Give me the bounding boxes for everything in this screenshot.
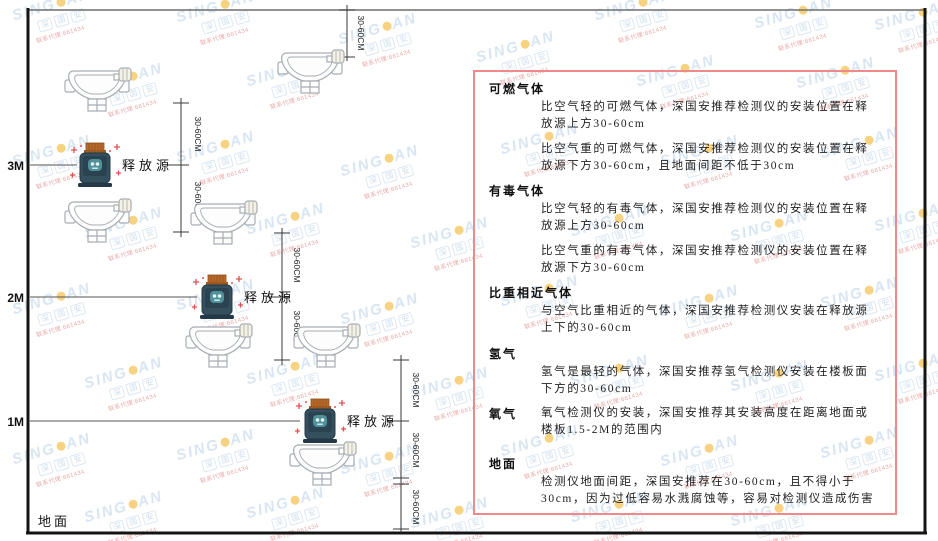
dimension-line-3m xyxy=(167,98,189,237)
release-source-label: 释放源 xyxy=(347,414,398,429)
section-similar-density-gas: 比重相近气体 与空气比重相近的气体，深国安推荐检测仪安装在释放源上下的30-60… xyxy=(489,284,881,338)
dimension-line-1m xyxy=(387,355,409,533)
dimension-line-2m xyxy=(268,228,290,365)
section-hydrogen: 氢气 氢气是最轻的气体，深国安推荐氢气检测仪安装在楼板面下方的30-60cm xyxy=(489,345,881,399)
gas-detector-icon xyxy=(277,49,345,94)
section-paragraph: 检测仪地面间距，深国安推荐在30-60cm，且不得小于30cm，因为过低容易水溅… xyxy=(541,475,875,505)
gas-detector-icon xyxy=(289,441,357,486)
section-paragraph: 氢气是最轻的气体，深国安推荐氢气检测仪安装在楼板面下方的30-60cm xyxy=(541,365,869,395)
release-source-label: 释放源 xyxy=(244,290,295,305)
dimension-label: 30-60CM xyxy=(193,117,203,152)
dimension-label: 30-60CM xyxy=(411,490,421,525)
dimension-label: 30-60CM xyxy=(356,16,366,51)
gas-detector-icon xyxy=(293,323,361,368)
release-source-label: 释放源 xyxy=(122,158,173,173)
ground-label: 地面 xyxy=(38,514,70,529)
dimension-label: 30-60CM xyxy=(193,182,203,217)
section-heading: 氧气 xyxy=(489,407,518,421)
info-panel: 可燃气体 比空气轻的可燃气体，深国安推荐检测仪的安装位置在释放源上方30-60c… xyxy=(473,70,897,515)
section-combustible-gas: 可燃气体 比空气轻的可燃气体，深国安推荐检测仪的安装位置在释放源上方30-60c… xyxy=(489,80,881,175)
section-paragraph: 氧气检测仪的安装，深国安推荐其安装高度在距离地面或楼板1.5-2M的范围内 xyxy=(541,407,869,437)
section-heading: 氢气 xyxy=(489,346,518,361)
section-paragraph: 比空气轻的有毒气体，深国安推荐检测仪的安装位置在释放源上方30-60cm xyxy=(541,203,869,233)
release-source-icon xyxy=(294,398,347,444)
height-axis-label-2m: 2M xyxy=(7,291,24,305)
section-toxic-gas: 有毒气体 比空气轻的有毒气体，深国安推荐检测仪的安装位置在释放源上方30-60c… xyxy=(489,182,881,277)
dimension-label: 30-60CM xyxy=(411,433,421,468)
section-heading: 比重相近气体 xyxy=(489,286,574,300)
gas-detector-icon xyxy=(64,67,132,112)
section-paragraph: 比空气重的有毒气体，深国安推荐检测仪的安装位置在释放源下方30-60cm xyxy=(541,244,869,274)
release-source-icon xyxy=(191,274,244,320)
section-paragraph: 比空气重的可燃气体，深国安推荐检测仪的安装位置在释放源下方30-60cm，且地面… xyxy=(541,142,869,172)
gas-detector-icon xyxy=(64,198,132,243)
gas-detector-icon xyxy=(185,323,253,368)
section-heading: 地面 xyxy=(489,456,518,471)
dimension-label: 30-60CM xyxy=(292,311,302,346)
dimension-label: 30-60CM xyxy=(411,373,421,408)
gas-detector-icon xyxy=(190,200,258,245)
section-oxygen: 氧气 氧气检测仪的安装，深国安推荐其安装高度在距离地面或楼板1.5-2M的范围内 xyxy=(489,405,881,447)
height-axis-label-3m: 3M xyxy=(7,159,24,173)
section-ground: 地面 检测仪地面间距，深国安推荐在30-60cm，且不得小于30cm，因为过低容… xyxy=(489,455,881,509)
section-paragraph: 与空气比重相近的气体，深国安推荐检测仪安装在释放源上下的30-60cm xyxy=(541,305,869,335)
section-paragraph: 比空气轻的可燃气体，深国安推荐检测仪的安装位置在释放源上方30-60cm xyxy=(541,101,869,131)
section-heading: 可燃气体 xyxy=(489,82,546,96)
height-axis-label-1m: 1M xyxy=(7,415,24,429)
section-heading: 有毒气体 xyxy=(489,184,546,198)
release-source-icon xyxy=(69,142,122,188)
dimension-label: 30-60CM xyxy=(292,248,302,283)
